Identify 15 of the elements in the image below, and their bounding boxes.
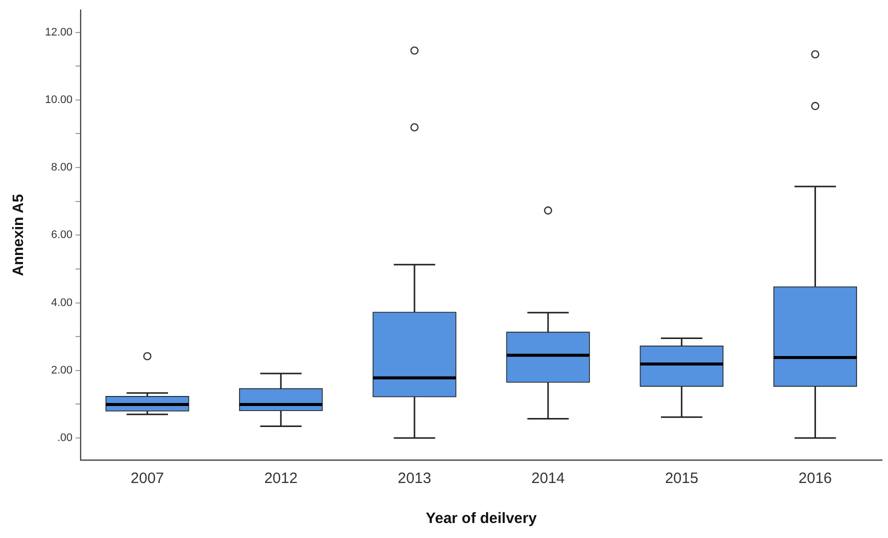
x-tick-label: 2014 [531, 470, 565, 488]
y-tick-label: 8.00 [51, 162, 73, 174]
y-axis-title: Annexin A5 [10, 194, 28, 276]
x-tick-label: 2016 [798, 470, 832, 488]
x-tick-label: 2015 [664, 470, 698, 488]
y-tick-label: 10.00 [44, 94, 73, 106]
x-tick-label: 2007 [130, 470, 164, 488]
y-tick-label: 2.00 [51, 364, 73, 376]
x-tick-label: 2013 [398, 470, 432, 488]
y-tick-label: 12.00 [44, 26, 73, 38]
y-tick-label: 6.00 [51, 229, 73, 242]
x-tick-label: 2012 [264, 470, 298, 488]
x-axis-title: Year of deilvery [426, 510, 538, 528]
y-tick-label: .00 [57, 432, 73, 444]
y-tick-label: 4.00 [51, 296, 73, 309]
